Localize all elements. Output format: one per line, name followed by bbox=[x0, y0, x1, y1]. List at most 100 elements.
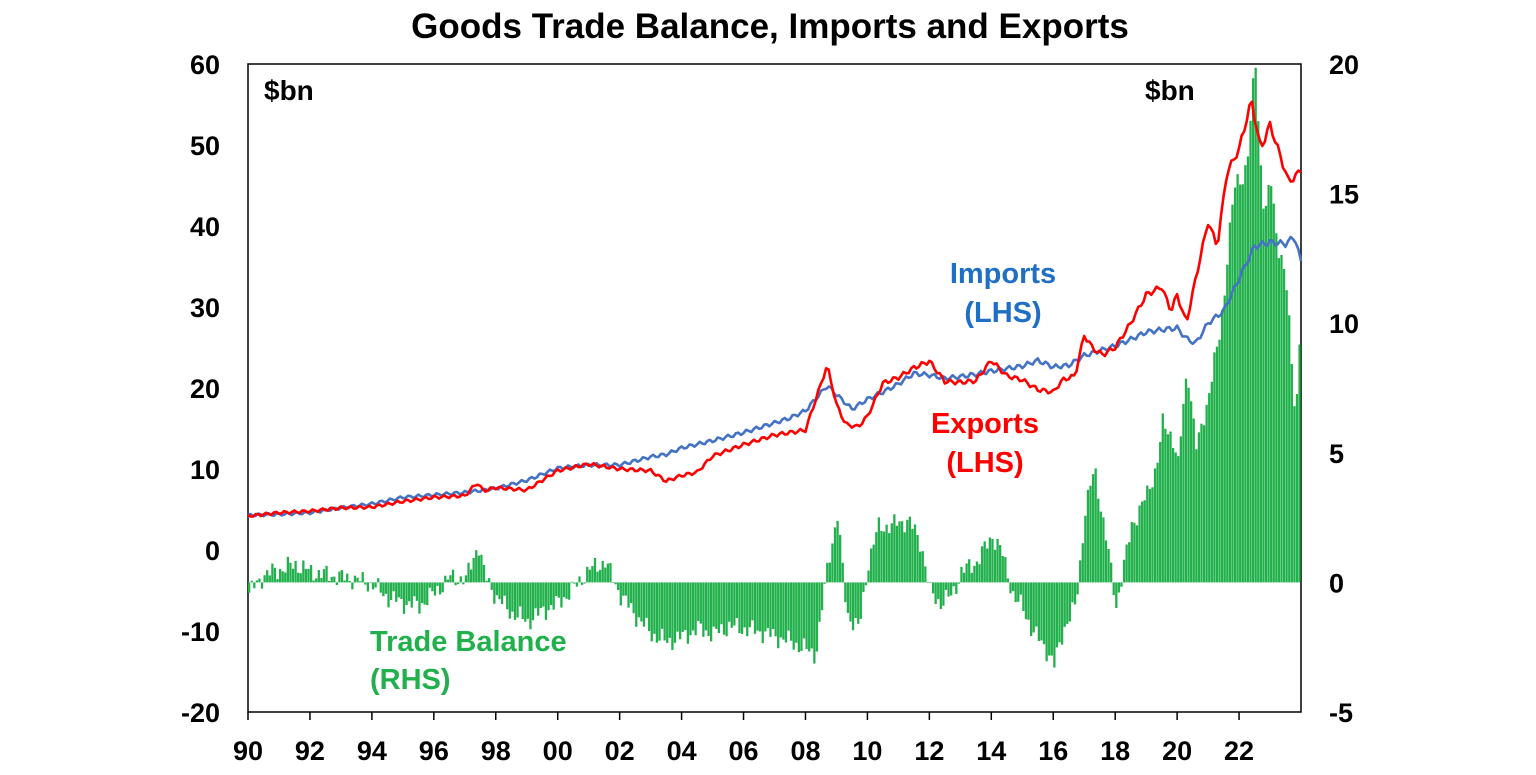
right-tick-label: -5 bbox=[1329, 698, 1353, 728]
right-axis-unit: $bn bbox=[1145, 75, 1195, 106]
trade-balance-bar bbox=[820, 582, 824, 611]
trade-balance-bar bbox=[913, 524, 917, 583]
trade-balance-bar bbox=[947, 582, 950, 597]
left-tick-label: -10 bbox=[181, 617, 220, 647]
x-tick-label: 20 bbox=[1162, 736, 1192, 766]
trade-balance-bar bbox=[1133, 522, 1136, 583]
trade-balance-bar bbox=[1073, 582, 1077, 605]
trade-balance-bar bbox=[273, 567, 277, 583]
balance-annotation-line2: (RHS) bbox=[370, 664, 451, 696]
trade-balance-bar bbox=[317, 570, 320, 583]
trade-balance-bar bbox=[756, 582, 759, 631]
trade-balance-bar bbox=[1128, 542, 1131, 583]
trade-balance-bar bbox=[746, 582, 749, 637]
x-tick-label: 12 bbox=[914, 736, 944, 766]
right-tick-label: 10 bbox=[1329, 309, 1359, 339]
trade-balance-bar bbox=[699, 582, 702, 624]
trade-balance-bar bbox=[591, 566, 594, 583]
trade-balance-bar bbox=[952, 582, 955, 587]
trade-balance-bar bbox=[1094, 468, 1097, 583]
trade-balance-bar bbox=[1251, 78, 1255, 583]
trade-balance-bar bbox=[467, 562, 470, 583]
trade-balance-bar bbox=[1022, 582, 1025, 611]
trade-balance-bar bbox=[1282, 268, 1286, 583]
trade-balance-bar bbox=[1182, 403, 1185, 583]
trade-balance-bar bbox=[281, 571, 284, 583]
trade-balance-bar bbox=[1215, 346, 1219, 583]
trade-balance-bar bbox=[802, 582, 806, 639]
trade-balance-bar bbox=[950, 582, 953, 596]
trade-balance-bar bbox=[343, 580, 346, 583]
trade-balance-bar bbox=[999, 545, 1002, 583]
trade-balance-bar bbox=[890, 523, 893, 583]
trade-balance-bar bbox=[266, 570, 269, 583]
trade-balance-bar bbox=[839, 534, 842, 583]
trade-balance-bar bbox=[441, 582, 444, 593]
trade-balance-bar bbox=[304, 568, 308, 583]
x-tick-label: 92 bbox=[295, 736, 325, 766]
left-tick-label: 10 bbox=[190, 455, 220, 485]
trade-balance-bar bbox=[1223, 295, 1226, 583]
trade-balance-bar bbox=[1280, 255, 1283, 583]
trade-balance-bar bbox=[457, 582, 460, 585]
trade-balance-bar bbox=[960, 566, 963, 583]
trade-balance-bar bbox=[361, 572, 364, 583]
trade-balance-bar bbox=[498, 582, 501, 600]
trade-balance-bar bbox=[867, 570, 870, 583]
trade-balance-bar bbox=[805, 582, 808, 650]
trade-balance-bar bbox=[472, 557, 475, 583]
trade-balance-bar bbox=[1231, 204, 1234, 583]
trade-balance-bar bbox=[271, 563, 274, 583]
left-tick-label: 60 bbox=[190, 50, 220, 80]
trade-balance-bar bbox=[851, 582, 855, 631]
trade-balance-bar bbox=[831, 543, 834, 583]
trade-balance-bar bbox=[970, 572, 973, 583]
trade-balance-bar bbox=[862, 582, 865, 593]
trade-balance-bar bbox=[751, 582, 754, 621]
trade-balance-bar bbox=[978, 564, 981, 583]
trade-balance-bar bbox=[808, 582, 811, 652]
trade-balance-bar bbox=[1179, 436, 1182, 583]
left-tick-label: 20 bbox=[190, 374, 220, 404]
trade-balance-bar bbox=[797, 582, 801, 653]
trade-balance-bar bbox=[490, 582, 493, 590]
trade-balance-bar bbox=[717, 582, 721, 634]
trade-balance-bar bbox=[1009, 582, 1012, 594]
trade-balance-bar bbox=[676, 582, 679, 632]
trade-balance-bar bbox=[735, 582, 739, 619]
trade-balance-bar bbox=[691, 582, 695, 631]
trade-balance-bar bbox=[583, 582, 586, 584]
trade-balance-bar bbox=[552, 582, 555, 610]
trade-balance-bar bbox=[877, 517, 881, 583]
trade-balance-bar bbox=[529, 582, 532, 630]
trade-balance-bar bbox=[1076, 582, 1079, 595]
trade-balance-bar bbox=[539, 582, 542, 609]
trade-balance-bar bbox=[707, 582, 710, 637]
trade-balance-bar bbox=[624, 582, 628, 596]
trade-balance-bar bbox=[986, 548, 989, 583]
left-tick-label: -20 bbox=[181, 698, 220, 728]
trade-balance-bar bbox=[284, 572, 287, 583]
trade-balance-bars bbox=[248, 67, 1301, 668]
trade-balance-bar bbox=[1171, 447, 1175, 583]
trade-balance-bar bbox=[320, 577, 323, 583]
trade-balance-bar bbox=[482, 564, 486, 583]
trade-balance-bar bbox=[900, 521, 904, 583]
trade-balance-bar bbox=[1135, 525, 1139, 583]
imports-annotation-line1: Imports bbox=[950, 258, 1056, 290]
trade-balance-bar bbox=[1190, 401, 1193, 583]
x-tick-label: 16 bbox=[1038, 736, 1068, 766]
trade-balance-bar bbox=[1063, 582, 1066, 627]
trade-balance-bar bbox=[268, 575, 271, 583]
trade-balance-bar bbox=[671, 582, 674, 650]
trade-balance-bar bbox=[722, 582, 726, 635]
trade-balance-bar bbox=[733, 582, 736, 626]
trade-balance-bar bbox=[1048, 582, 1051, 656]
trade-balance-bar bbox=[438, 582, 442, 595]
trade-balance-bar bbox=[1050, 582, 1053, 656]
trade-balance-bar bbox=[622, 582, 625, 596]
trade-balance-bar bbox=[371, 582, 375, 590]
trade-balance-bar bbox=[294, 560, 297, 583]
trade-balance-bar bbox=[516, 582, 519, 618]
trade-balance-bar bbox=[1197, 432, 1201, 583]
